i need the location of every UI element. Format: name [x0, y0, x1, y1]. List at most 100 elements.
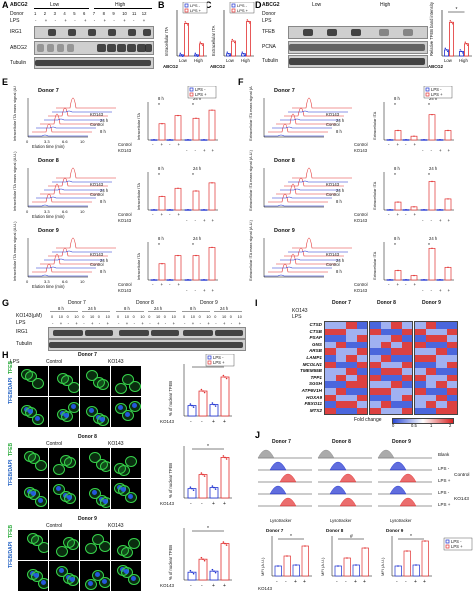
heatmap-cell [446, 361, 457, 369]
donor-number: 3 [53, 11, 56, 16]
sig-marker: * [158, 243, 160, 249]
ko143-sign: + [423, 579, 426, 585]
bar-row-label: Control [354, 212, 368, 217]
i-row-label: KO143 [292, 308, 308, 314]
h-col-label: Control [46, 359, 63, 365]
panel-j: Donor 7 Lysotracker MFI (A.U.) Donor 7 - - + + *… [257, 439, 473, 591]
data-point [413, 206, 415, 208]
bar [361, 547, 369, 577]
x-tick: 10 [80, 139, 85, 144]
gene-label: SGSH [308, 381, 322, 387]
flow-histogram [279, 473, 297, 483]
low-line [34, 8, 89, 9]
ko143-value: 10 [191, 315, 195, 319]
chromatogram-trace [292, 237, 352, 249]
chromatogram-trace [292, 167, 352, 179]
bar [209, 487, 219, 499]
data-point [227, 53, 230, 55]
heatmap-cell [346, 407, 357, 415]
heatmap-cell [346, 341, 357, 349]
time-label: 8 h [190, 306, 196, 311]
data-point [213, 403, 215, 406]
microscopy-image [18, 561, 48, 591]
panel-label-i: I [255, 298, 258, 308]
data-point [161, 195, 163, 198]
heatmap-cell [356, 407, 367, 415]
sign: - [152, 282, 154, 287]
sign: + [203, 218, 206, 223]
bar [158, 263, 166, 281]
legend-box [205, 354, 235, 367]
h-bar-chart: % of nuclear TFEB - - + + KO143 * [160, 526, 232, 589]
data-point [439, 138, 441, 141]
sign: - [169, 282, 171, 287]
lps-sign: + [207, 321, 210, 326]
bar-row-label: Control [118, 282, 132, 287]
data-point [397, 269, 399, 272]
flow-histogram [339, 473, 357, 483]
bar [174, 115, 182, 141]
panel-label-j: J [255, 430, 261, 440]
time-label: 24 h [336, 258, 345, 263]
heatmap-cell [346, 355, 357, 362]
gene-label: GNS [312, 341, 322, 347]
heatmap-cell [370, 368, 381, 375]
gene-label: HOXA9 [306, 394, 322, 400]
bar [187, 571, 197, 581]
trace-label: KO143 [326, 112, 340, 117]
heatmap-cell [436, 407, 447, 415]
microscopy-image [49, 366, 79, 396]
h-stain-label: TFEB/DAPI [8, 459, 14, 486]
bar [187, 405, 197, 417]
bar [208, 109, 216, 141]
i-row-label: LPS [292, 314, 302, 320]
y-axis-label: % of nuclear TFEB [168, 545, 173, 580]
data-point [211, 402, 214, 404]
gene-label: ARSB [308, 348, 322, 354]
bar [403, 550, 411, 577]
panel-label-e: E [2, 77, 9, 87]
lps-sign: - [99, 321, 101, 326]
time-label: 24 h [100, 258, 109, 263]
microscopy-image [80, 448, 110, 478]
y-axis-label: MFI (A.U.) [380, 557, 385, 576]
data-point [439, 208, 441, 211]
flow-histogram [269, 461, 287, 471]
heatmap-cell [370, 407, 381, 415]
heatmap-cell [436, 328, 447, 336]
data-point [211, 568, 214, 571]
data-point [225, 458, 228, 460]
y-axis-label: Intracellular ITA mass signal (A.U.) [12, 86, 17, 141]
microscopy-image [111, 397, 141, 427]
data-point [177, 254, 179, 257]
flow-histogram [399, 497, 417, 507]
data-point [445, 49, 448, 51]
h-col-label: KO143 [108, 359, 124, 365]
ko143-sign: - [396, 579, 398, 585]
lps-sign: - [134, 321, 136, 326]
heatmap-cell [446, 368, 457, 375]
sig-marker: * [192, 173, 194, 179]
heatmap-cell [356, 374, 367, 382]
microscopy-image [18, 479, 48, 509]
time-label: 24 h [88, 306, 97, 311]
data-point [467, 44, 469, 46]
heatmap-cell [335, 374, 346, 382]
heatmap-cell [335, 348, 346, 355]
chromatogram-trace [272, 126, 332, 129]
heatmap-cell [346, 335, 357, 342]
chromatogram-trace [280, 188, 340, 191]
heatmap-cell [370, 341, 381, 349]
donor-number: 5 [73, 11, 76, 16]
time-label: 24 h [336, 188, 345, 193]
lps-sign: - [83, 321, 85, 326]
lps-sign: - [133, 18, 135, 23]
time-label: 8 h [124, 306, 130, 311]
data-point [459, 49, 461, 51]
x-axis-label: Lysotracker [270, 518, 292, 523]
legend-neg: LPS - [195, 87, 206, 92]
sign: - [388, 142, 390, 147]
sign: + [414, 142, 417, 147]
ko143-sign: - [405, 579, 407, 585]
